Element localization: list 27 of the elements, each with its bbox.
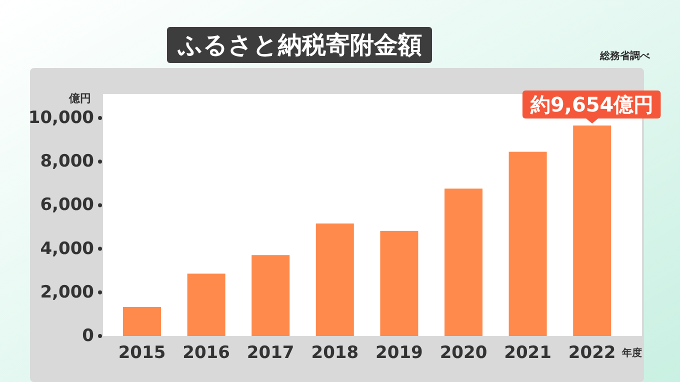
- bar: [123, 307, 161, 336]
- x-tick-label: 2019: [376, 343, 423, 363]
- y-tick-label: 10,000: [28, 108, 94, 128]
- y-axis-title: 億円: [68, 92, 91, 105]
- text: 総務省調べ: [599, 50, 651, 62]
- x-axis-title: 年度: [621, 347, 642, 359]
- bar: [187, 274, 226, 336]
- chart-title: ふるさと納税寄附金額: [177, 31, 422, 59]
- bar: [573, 126, 612, 336]
- y-tick-label: 2,000: [40, 282, 94, 302]
- y-tick-label: 4,000: [40, 238, 94, 259]
- bar: [380, 230, 418, 336]
- data-label: 約9,654億円: [529, 92, 654, 117]
- y-tick-label: 8,000: [40, 152, 94, 172]
- bar: [444, 188, 482, 336]
- x-tick-label: 2020: [440, 343, 488, 363]
- x-tick-label: 2022: [568, 343, 616, 363]
- x-tick-label: 2016: [182, 343, 230, 363]
- bar: [252, 255, 290, 336]
- bar: [316, 224, 354, 336]
- x-tick-label: 2021: [504, 343, 552, 363]
- x-tick-label: 2015: [118, 343, 166, 363]
- y-tick-label: 0: [82, 326, 94, 346]
- x-tick-label: 2018: [311, 343, 359, 363]
- x-tick-label: 2017: [246, 343, 294, 363]
- bar: [508, 152, 547, 336]
- y-tick-label: 6,000: [40, 195, 94, 216]
